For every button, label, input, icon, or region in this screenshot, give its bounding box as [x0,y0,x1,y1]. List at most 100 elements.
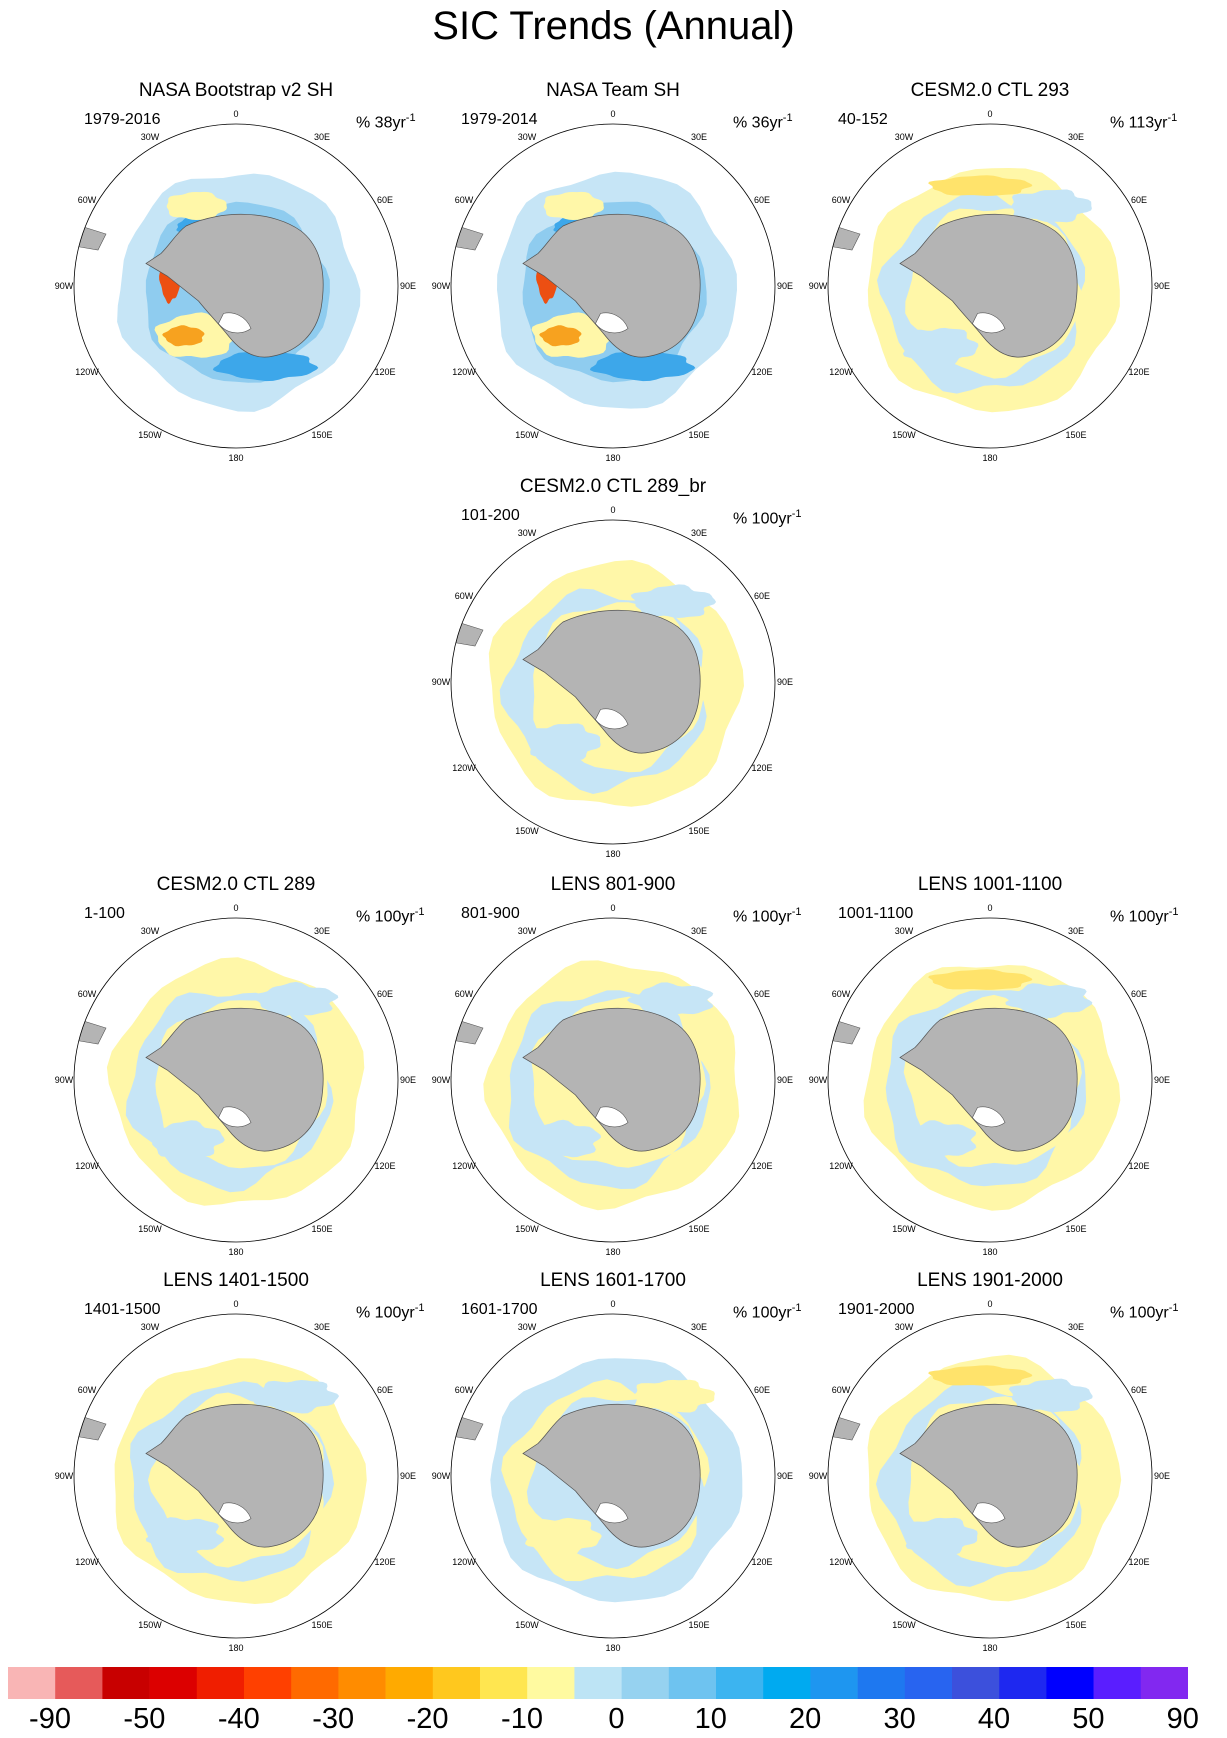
colorbar-box [196,1667,245,1699]
longitude-label: 180 [605,1247,621,1257]
longitude-label: 180 [982,1643,998,1653]
longitude-label: 120W [452,1557,476,1567]
colorbar-box [999,1667,1047,1699]
sea-ice-trend-field [928,175,1033,196]
longitude-label: 30E [313,926,330,937]
panel-title: LENS 1901-2000 [917,1270,1063,1291]
polar-map [827,123,1153,449]
longitude-label: 180 [982,1247,998,1257]
longitude-label: 0 [233,903,239,913]
colorbar-tick-label: -40 [217,1703,260,1735]
longitude-label: 30W [894,132,914,143]
longitude-label: 150E [311,1619,333,1630]
sea-ice-trend-field [898,1120,977,1160]
longitude-label: 0 [233,1299,239,1309]
longitude-label: 150E [688,1223,710,1234]
panel-period: 801-900 [461,905,520,922]
colorbar-tick-label: -90 [29,1703,71,1735]
longitude-label: 30E [690,926,707,937]
longitude-label: 150W [515,1223,539,1234]
sea-ice-trend-field [145,1517,225,1557]
panel-trend-units: % 100yr-1 [356,902,424,927]
longitude-label: 120E [751,1161,773,1171]
polar-map [73,123,399,449]
map-border [827,917,1153,1243]
sea-ice-trend-field [634,1379,715,1413]
panel-trend-units: % 100yr-1 [733,902,801,927]
longitude-label: 60E [376,989,393,999]
longitude-label: 90W [808,281,828,291]
longitude-label: 150W [892,1223,916,1234]
longitude-label: 0 [233,109,239,119]
longitude-label: 180 [228,1643,244,1653]
panel-title: CESM2.0 CTL 293 [910,80,1070,101]
longitude-label: 120E [751,1557,773,1567]
colorbar-box [904,1667,953,1699]
longitude-label: 90W [54,1471,74,1481]
longitude-label: 120E [751,367,773,377]
longitude-label: 30W [517,1322,537,1333]
colorbar-tick-label: 20 [789,1703,822,1735]
longitude-label: 30W [894,926,914,937]
longitude-label: 180 [605,453,621,463]
panel-title: CESM2.0 CTL 289_br [519,476,707,497]
ice-shelf [595,1106,629,1128]
longitude-label: 120E [374,1557,396,1567]
trend-units-exponent: -1 [405,112,416,124]
longitude-label: 30E [1067,1322,1084,1333]
polar-map [73,1313,399,1639]
longitude-label: 120E [1128,1161,1150,1171]
longitude-label: 180 [605,1643,621,1653]
longitude-label: 90W [808,1471,828,1481]
longitude-label: 60E [1130,1385,1147,1395]
longitude-label: 90E [399,1471,416,1481]
longitude-label: 90W [431,1075,451,1085]
map-border [827,1313,1153,1639]
colorbar-tick-label: -50 [123,1703,166,1735]
colorbar-box [574,1667,622,1699]
longitude-label: 120W [75,1161,99,1171]
map-border [73,123,399,449]
longitude-label: 120E [1128,1557,1150,1567]
colorbar-tick-label: -10 [501,1703,543,1735]
panel-trend-units: % 100yr-1 [1110,1298,1178,1323]
map-panel: LENS 1901-2000 1901-2000% 100yr-1 0 30E 60E 9… [790,1270,1190,1653]
longitude-label: 150E [688,429,710,440]
panel-title: LENS 1401-1500 [163,1270,309,1291]
longitude-label: 150W [138,429,162,440]
panel-title: LENS 1601-1700 [540,1270,686,1291]
sea-ice-trend-field [212,352,319,382]
longitude-label: 90W [431,1471,451,1481]
longitude-label: 150W [515,1619,539,1630]
longitude-label: 120W [452,367,476,377]
panel-trend-units: % 100yr-1 [733,1298,801,1323]
colorbar-box [291,1667,339,1699]
map-border [73,1313,399,1639]
longitude-label: 30E [1067,926,1084,937]
polar-map [827,917,1153,1243]
longitude-label: 120W [829,367,853,377]
longitude-label: 150W [515,429,539,440]
trend-units-exponent: -1 [414,1302,425,1314]
antarctica-land [522,213,701,358]
longitude-label: 120E [374,1161,396,1171]
longitude-label: 30W [140,1322,160,1333]
longitude-label: 60W [77,989,97,999]
trend-units-exponent: -1 [1168,1302,1179,1314]
polar-map [73,917,399,1243]
polar-map [450,917,776,1243]
trend-units-text: % 100yr [733,510,792,528]
trend-units-text: % 100yr [733,908,792,926]
longitude-label: 60E [753,1385,770,1395]
longitude-label: 90W [431,281,451,291]
longitude-label: 90E [1153,1075,1170,1085]
sea-ice-trend-field [148,1120,225,1158]
ice-shelf [218,1502,252,1524]
sea-ice-trend-field [1005,983,1093,1019]
antarctica-land [145,213,324,358]
colorbar-tick-label: 0 [608,1703,625,1735]
sea-ice-trend-field [539,325,582,347]
longitude-label: 150W [515,825,539,836]
ice-shelf [595,708,629,730]
antarctica-land [899,213,1078,358]
